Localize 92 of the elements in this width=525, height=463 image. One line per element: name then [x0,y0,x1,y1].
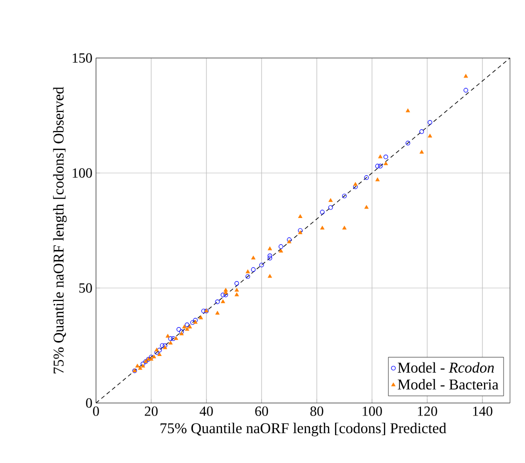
point [174,336,178,340]
point [198,316,203,320]
point [193,318,198,322]
point [428,120,432,125]
x-tick-label: 40 [200,406,213,416]
point [320,226,324,230]
point [179,329,184,334]
point [135,364,140,368]
legend-label: Model - Rcodon [398,362,494,373]
point [168,340,173,344]
point [298,214,302,218]
point [268,254,272,258]
point [320,210,325,214]
point [251,267,256,272]
x-tick-label: 60 [255,406,268,416]
point [162,343,168,348]
point [157,348,162,352]
point [328,198,333,202]
y-axis-title: 75% Quantile naORF length [codons] Observed [53,86,67,374]
legend-label: Model - Bacteria [398,379,498,390]
point [464,88,468,92]
y-tick-label: 150 [72,53,92,63]
point [166,334,170,338]
point [375,164,380,168]
point [148,354,154,360]
point [378,164,383,168]
point [375,178,380,182]
point [201,308,206,314]
point [298,230,302,234]
point [384,154,388,160]
point [464,74,468,78]
point [220,292,226,298]
point [149,357,154,361]
point [180,332,184,336]
point [176,327,182,332]
point [364,175,369,180]
point [298,228,303,233]
point [428,134,432,138]
point [193,320,198,324]
point [185,327,190,331]
point [268,274,272,278]
point [170,336,176,341]
x-tick-label: 80 [310,406,324,416]
point [420,150,424,154]
point [154,348,159,352]
point [224,288,228,292]
point [246,270,250,274]
point [251,256,256,260]
point [406,140,410,146]
x-axis-title: 75% Quantile naORF length [codons] Predicted [160,422,446,436]
point [259,262,264,268]
point [353,184,358,190]
point [378,154,382,158]
x-tick-label: 20 [144,406,158,416]
point [278,244,284,249]
point [157,352,162,356]
point [278,248,283,252]
point [287,240,292,244]
y-tick-label: 100 [72,168,92,178]
point [406,108,410,112]
point [328,205,333,210]
point [419,129,424,134]
point [342,226,346,230]
x-tick-label: 120 [418,406,438,416]
x-tick-label: 0 [93,406,99,416]
point [286,237,292,242]
point [184,322,190,328]
point [152,354,156,358]
point [234,281,240,286]
y-tick-label: 0 [86,398,92,408]
x-tick-label: 100 [362,406,382,416]
point [162,346,168,350]
y-tick-label: 50 [79,283,92,293]
point [384,162,388,166]
point [215,300,220,304]
point [342,194,347,198]
point [188,324,192,328]
point [364,205,369,209]
point [160,343,165,348]
point [138,366,142,370]
point [246,274,250,279]
point [234,288,239,292]
point [168,336,173,341]
point [268,256,272,260]
point [220,300,225,304]
point [268,246,272,250]
point [190,320,195,325]
point [353,182,358,186]
x-tick-label: 140 [473,406,492,416]
point [234,292,239,296]
point [182,324,186,328]
point [215,311,220,315]
